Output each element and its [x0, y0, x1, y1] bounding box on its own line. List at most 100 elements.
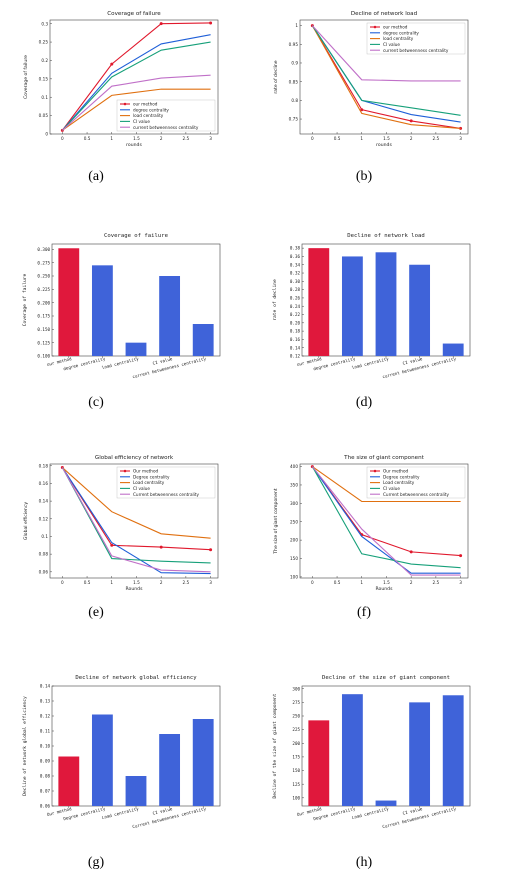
data-point — [209, 21, 213, 25]
y-tick-label: 0.85 — [289, 79, 299, 84]
legend-box — [116, 466, 216, 499]
bar-3 — [375, 252, 397, 356]
y-tick-label: 100 — [292, 795, 300, 800]
y-tick-label: 175 — [292, 755, 300, 760]
y-tick-label: 0.100 — [37, 354, 50, 359]
chart-title: Decline of network load — [351, 11, 418, 17]
y-tick-label: 0.2 — [41, 58, 48, 63]
y-tick-label: 0.09 — [40, 759, 51, 764]
y-tick-label: 225 — [292, 727, 300, 732]
chart-svg: Decline of network load rate of decline 0.… — [273, 11, 469, 148]
data-point — [409, 550, 413, 554]
x-tick-label: 0.5 — [334, 136, 341, 141]
plot-frame — [299, 19, 469, 135]
chart-svg: Decline of the size of giant component De… — [272, 675, 471, 829]
y-tick-label: 0.14 — [40, 684, 51, 689]
legend-label: Load centrality — [133, 480, 165, 485]
plot-frame — [49, 463, 219, 579]
chart-svg: Decline of network load rate of decline 0.… — [272, 233, 471, 379]
y-tick-label: 400 — [290, 464, 298, 469]
y-tick-label: 300 — [292, 686, 300, 691]
x-tick-label: 1 — [110, 136, 113, 141]
chart-title: Decline of the size of giant component — [322, 675, 450, 681]
bar-3 — [375, 800, 397, 806]
bar-2 — [341, 694, 363, 806]
y-tick-label: 0.30 — [290, 279, 301, 284]
series-line-ci — [61, 467, 211, 564]
y-tick-label: 0.08 — [39, 552, 49, 557]
legend-label: Our method — [133, 469, 159, 474]
chart-svg: The size of giant component The size of g… — [273, 455, 469, 592]
x-tick-label: 1 — [360, 136, 363, 141]
plot-frame — [299, 463, 469, 579]
y-axis-label: Coverage of failure — [22, 273, 28, 326]
y-axis-label: rate of decline — [273, 60, 279, 93]
chart-title: Coverage of failure — [104, 233, 169, 239]
chart-svg: Coverage of failure Coverage of failure 0.… — [22, 233, 221, 379]
chart-panel-8: Decline of the size of giant component De… — [268, 670, 478, 836]
x-tick-label: 0.5 — [84, 580, 91, 585]
x-tick-label: 1.5 — [133, 580, 140, 585]
chart-title: Decline of network global efficiency — [75, 675, 197, 681]
bar-1 — [58, 248, 80, 356]
x-tick-label: 1.5 — [133, 136, 140, 141]
y-tick-label: 0.16 — [39, 481, 49, 486]
bar-2 — [91, 714, 113, 806]
y-tick-label: 0.275 — [37, 260, 50, 265]
y-tick-label: 200 — [290, 538, 298, 543]
y-tick-label: 0.12 — [39, 516, 49, 521]
bar-4 — [159, 734, 181, 806]
chart-svg: Global efficiency of network Global effic… — [23, 455, 219, 592]
y-tick-label: 125 — [292, 782, 300, 787]
chart-panel-1: Coverage of failure Coverage of failure 0 0… — [18, 6, 228, 156]
x-tick-label: 2 — [410, 136, 413, 141]
x-tick-label: 2.5 — [433, 136, 440, 141]
legend-label: CI value — [133, 486, 150, 491]
y-tick-label: 0.1 — [41, 95, 48, 100]
panel-caption: (b) — [355, 169, 373, 184]
y-tick-label: 150 — [290, 556, 298, 561]
y-tick-label: 0.12 — [40, 714, 51, 719]
category-label: CI value — [152, 356, 173, 366]
x-axis-label: rounds — [376, 142, 392, 148]
x-tick-label: 2 — [160, 580, 163, 585]
y-tick-label: 0.95 — [289, 42, 299, 47]
y-tick-label: 0.200 — [37, 300, 50, 305]
data-point — [159, 545, 163, 549]
series-line-ci — [311, 25, 461, 116]
y-tick-label: 0.15 — [39, 76, 49, 81]
category-label: Our method — [46, 806, 72, 817]
series-line-load — [311, 25, 461, 129]
chart-panel-2: Decline of network load rate of decline 0.… — [268, 6, 478, 156]
x-tick-label: 2 — [160, 136, 163, 141]
y-tick-label: 0.06 — [39, 569, 49, 574]
legend-label: current betweenness centrality — [133, 125, 199, 130]
category-label: CI value — [402, 356, 423, 366]
y-tick-label: 0.32 — [290, 271, 301, 276]
x-tick-label: 0 — [61, 136, 64, 141]
series-line-degree — [61, 34, 211, 131]
legend-marker — [373, 25, 377, 29]
y-tick-label: 0.175 — [37, 314, 50, 319]
x-axis-label: Rounds — [376, 586, 394, 592]
data-point — [110, 543, 114, 547]
series-line-load — [61, 467, 211, 539]
panel-caption: (d) — [355, 395, 373, 410]
bar-4 — [409, 702, 431, 806]
y-tick-label: 0.08 — [40, 774, 51, 779]
y-tick-label: 300 — [290, 501, 298, 506]
category-label: load centrality — [101, 356, 139, 370]
legend-label: CI value — [383, 42, 400, 47]
y-tick-label: 0.12 — [290, 354, 301, 359]
y-tick-label: 0.22 — [290, 312, 301, 317]
y-tick-label: 0.300 — [37, 247, 50, 252]
chart-title: Global efficiency of network — [95, 455, 174, 461]
series-line-load — [62, 88, 211, 131]
bar-5 — [192, 324, 214, 356]
y-axis-label: The size of giant component — [273, 488, 279, 555]
series-line-our — [61, 467, 211, 551]
y-tick-label: 200 — [292, 741, 300, 746]
y-axis-label: Decline of network global efficiency — [22, 696, 28, 796]
x-tick-label: 1 — [110, 580, 113, 585]
